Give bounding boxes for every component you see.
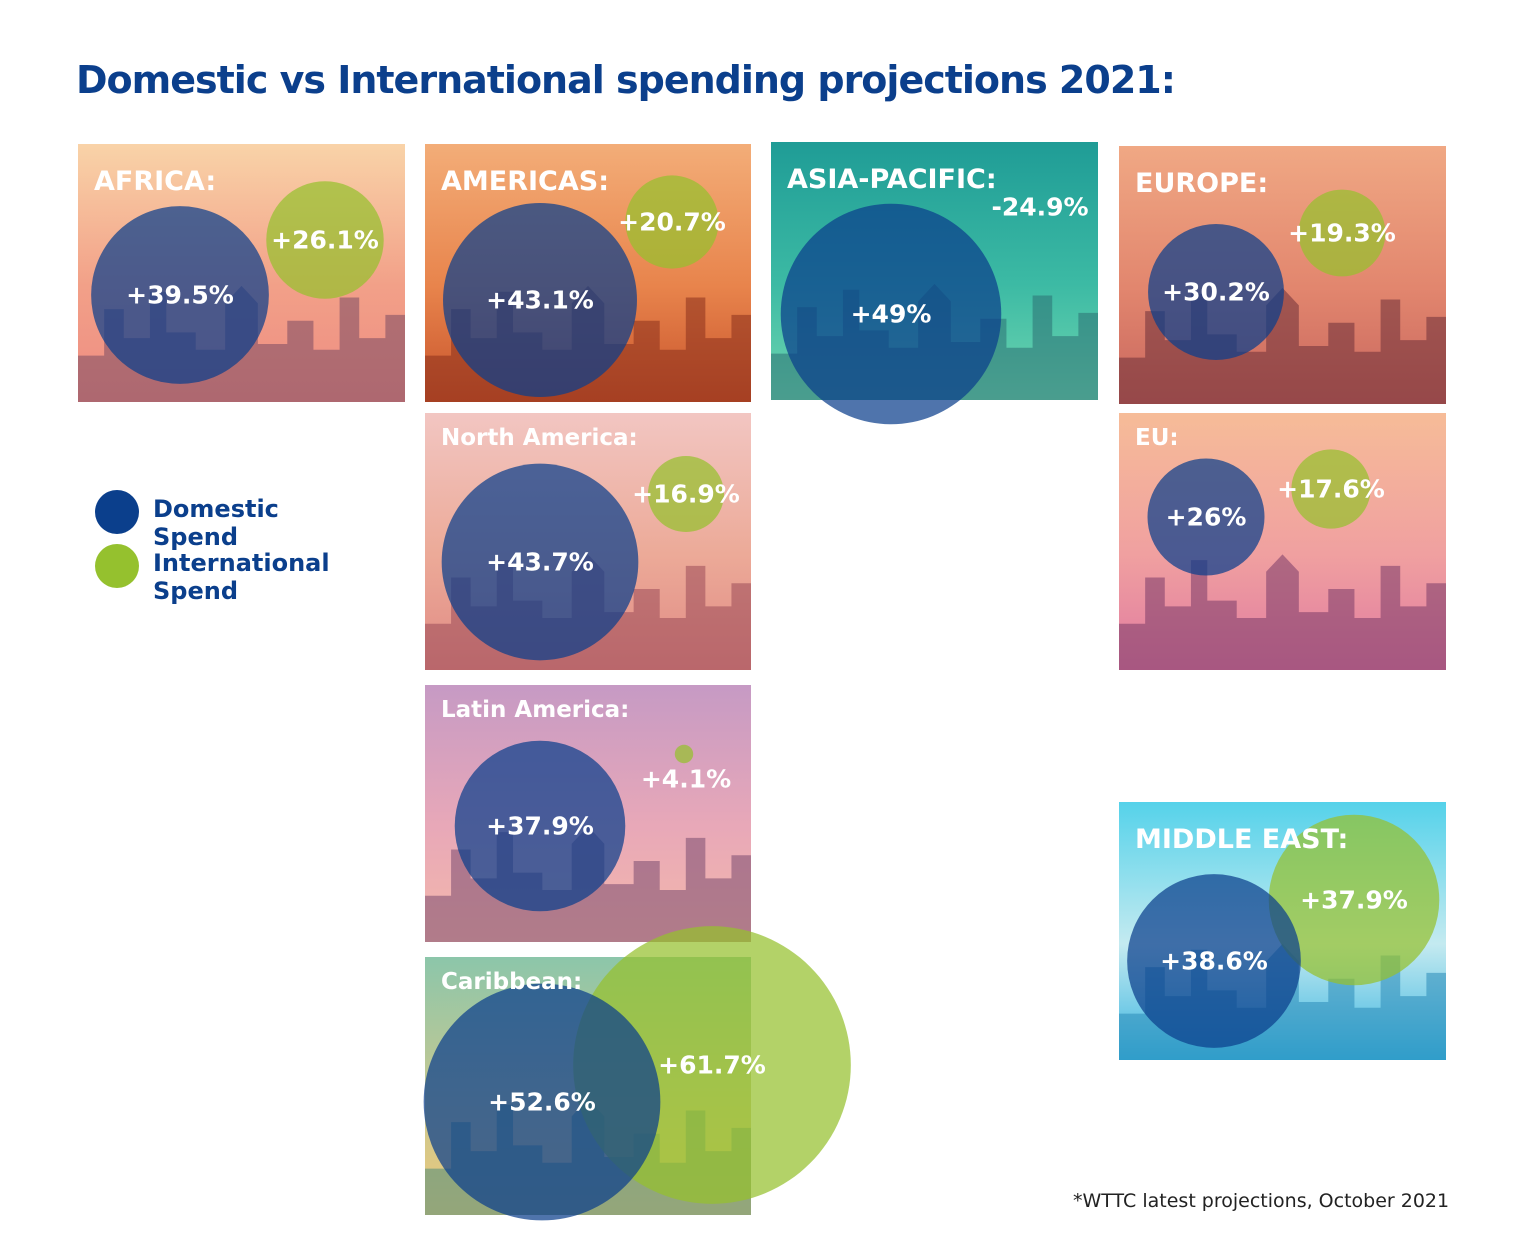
international-value-label: +19.3% <box>1288 218 1396 248</box>
international-value-label: -24.9% <box>991 192 1089 222</box>
legend-international-label: International Spend <box>153 549 330 605</box>
panel-europe: EUROPE: <box>1119 146 1446 404</box>
region-title: Latin America: <box>441 697 630 723</box>
panel-africa: AFRICA: <box>78 144 405 402</box>
legend-domestic-label: Domestic Spend <box>153 495 279 551</box>
region-title: ASIA-PACIFIC: <box>787 164 997 195</box>
panel-north-america: North America: <box>425 413 751 670</box>
footnote: *WTTC latest projections, October 2021 <box>1073 1190 1450 1212</box>
international-value-label: +4.1% <box>640 764 732 794</box>
domestic-value-label: +38.6% <box>1160 946 1268 976</box>
international-value-label: +16.9% <box>632 479 740 509</box>
panel-caribbean: Caribbean: <box>425 957 751 1215</box>
international-value-label: +26.1% <box>271 225 379 255</box>
domestic-value-label: +52.6% <box>488 1087 596 1117</box>
chart-title: Domestic vs International spending proje… <box>76 58 1176 102</box>
domestic-value-label: +43.1% <box>486 285 594 315</box>
region-title: MIDDLE EAST: <box>1135 824 1349 855</box>
region-title: North America: <box>441 425 638 451</box>
international-value-label: +61.7% <box>658 1050 766 1080</box>
domestic-value-label: +39.5% <box>126 280 234 310</box>
domestic-value-label: +26% <box>1165 502 1247 532</box>
panel-americas: AMERICAS: <box>425 144 751 402</box>
international-value-label: +17.6% <box>1277 474 1385 504</box>
region-title: EU: <box>1135 425 1179 451</box>
international-value-label: +20.7% <box>618 207 726 237</box>
international-legend-swatch <box>95 544 139 588</box>
skyline-silhouette <box>425 826 751 942</box>
domestic-value-label: +43.7% <box>486 547 594 577</box>
domestic-value-label: +37.9% <box>486 811 594 841</box>
skyline-silhouette <box>1119 554 1446 670</box>
domestic-value-label: +30.2% <box>1162 277 1270 307</box>
international-value-label: +37.9% <box>1300 885 1408 915</box>
region-title: AMERICAS: <box>441 166 609 197</box>
panel-eu: EU: <box>1119 413 1446 670</box>
region-title: AFRICA: <box>94 166 217 197</box>
legend-domestic: Domestic Spend <box>95 490 333 551</box>
legend-international: International Spend <box>95 544 330 605</box>
panel-asia-pacific: ASIA-PACIFIC: <box>771 142 1098 400</box>
region-title: EUROPE: <box>1135 168 1269 199</box>
domestic-value-label: +49% <box>850 299 932 329</box>
panel-middle-east: MIDDLE EAST: <box>1119 802 1446 1060</box>
domestic-legend-swatch <box>95 490 139 534</box>
skyline-silhouette <box>771 283 1098 400</box>
region-title: Caribbean: <box>441 969 583 995</box>
